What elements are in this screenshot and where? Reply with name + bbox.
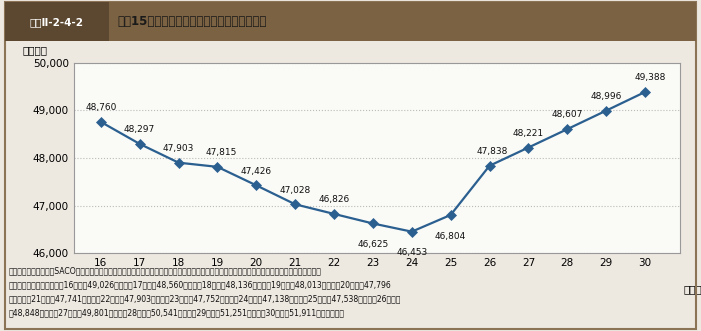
- Text: 48,297: 48,297: [124, 125, 156, 134]
- Text: （年度）: （年度）: [683, 285, 701, 295]
- Text: 46,625: 46,625: [358, 240, 388, 249]
- Text: 48,848億円、２27年度は49,801億円、２28年度は50,541億円、２29年度は51,251億円、２30年度は51,911億円になる。: 48,848億円、２27年度は49,801億円、２28年度は50,541億円、２…: [8, 308, 344, 317]
- Text: 47,028: 47,028: [280, 186, 311, 195]
- Text: 46,453: 46,453: [396, 248, 428, 257]
- Text: 48,221: 48,221: [513, 129, 544, 138]
- Text: 48,760: 48,760: [85, 103, 116, 112]
- Text: 億円、２21年度は47,741億円、２22年度は47,903億円、２23年度は47,752億円、２24年度は47,138億円、２25年度は47,538億円、２2: 億円、２21年度は47,741億円、２22年度は47,903億円、２23年度は4…: [8, 294, 401, 303]
- Bar: [5, 2, 696, 41]
- Text: 48,607: 48,607: [552, 111, 583, 119]
- Text: 47,903: 47,903: [163, 144, 194, 153]
- Text: 図表Ⅱ-2-4-2: 図表Ⅱ-2-4-2: [29, 17, 84, 27]
- Text: 47,838: 47,838: [477, 147, 508, 156]
- Text: 46,826: 46,826: [318, 195, 350, 204]
- Text: （注）上記の計数は、SACO関係経費、米軍再編関係経費のうち地元負担軽減分及び新たな政府専用機導入に伴う経費を含まない。これらを含めた: （注）上記の計数は、SACO関係経費、米軍再編関係経費のうち地元負担軽減分及び新…: [8, 266, 321, 275]
- Text: 47,426: 47,426: [240, 166, 272, 176]
- Text: 47,815: 47,815: [206, 148, 237, 157]
- Bar: [5, 2, 109, 41]
- Text: 49,388: 49,388: [635, 73, 666, 82]
- Text: 46,804: 46,804: [435, 232, 466, 241]
- Text: （億円）: （億円）: [22, 45, 47, 55]
- Text: 過去15年間の防衛関係費（当初予算）の推移: 過去15年間の防衛関係費（当初予算）の推移: [117, 15, 266, 28]
- Text: 48,996: 48,996: [590, 92, 622, 101]
- Text: 防衛関係費の総額は、６16年度は49,026億円、７17年度は48,560億円、８18年度は48,136億円、９19年度は48,013億円、２20年度は47,7: 防衛関係費の総額は、６16年度は49,026億円、７17年度は48,560億円、…: [8, 280, 391, 289]
